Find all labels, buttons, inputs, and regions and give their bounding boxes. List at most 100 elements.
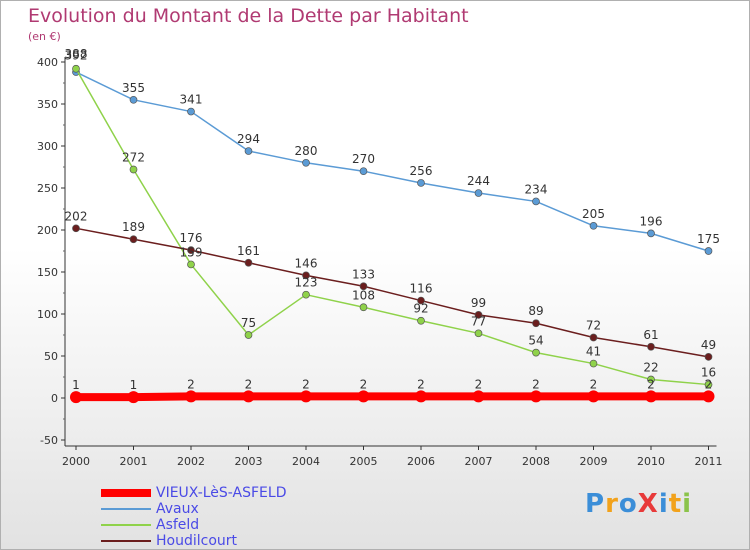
data-point [589, 333, 598, 342]
series-line-0 [76, 392, 709, 402]
data-point [532, 319, 540, 328]
data-point [129, 165, 138, 174]
data-point [302, 158, 310, 167]
x-tick-label: 2007 [465, 455, 493, 468]
x-tick-label: 2009 [580, 455, 608, 468]
data-label: 280 [295, 144, 318, 158]
data-label: 49 [701, 338, 716, 352]
legend-swatch [101, 489, 151, 497]
data-point [127, 391, 140, 404]
data-point [704, 380, 713, 389]
series-line-1 [75, 71, 709, 252]
data-label: 89 [528, 304, 543, 318]
x-tick-label: 2002 [177, 455, 205, 468]
y-tick-label: 300 [37, 140, 58, 153]
data-point [530, 390, 542, 403]
data-point [647, 229, 655, 238]
data-label: 146 [295, 256, 318, 270]
data-point [359, 167, 368, 176]
data-label: 176 [180, 231, 203, 245]
data-label: 2 [417, 377, 425, 391]
data-point [415, 390, 427, 403]
data-point [645, 390, 657, 403]
data-label: 2 [475, 377, 483, 391]
proxiti-logo: ProXiti [585, 489, 693, 519]
data-label: 123 [295, 276, 318, 290]
data-label: 1 [72, 378, 80, 392]
data-point [704, 352, 713, 361]
data-label: 202 [65, 209, 88, 223]
data-point [242, 390, 255, 403]
data-label: 244 [467, 174, 490, 188]
x-tick-label: 2003 [235, 455, 263, 468]
data-point [704, 247, 713, 255]
x-tick-label: 2005 [350, 455, 378, 468]
legend-label: VIEUX-LèS-ASFELD [156, 485, 287, 501]
legend-label: Avaux [156, 501, 199, 517]
data-point [302, 290, 310, 299]
y-tick-label: 350 [37, 98, 58, 111]
data-point [185, 390, 197, 403]
data-label: 133 [352, 267, 375, 281]
data-label: 234 [525, 182, 548, 196]
data-label: 196 [640, 214, 663, 228]
data-label: 272 [122, 151, 145, 165]
data-point [129, 235, 138, 244]
data-label: 2 [532, 377, 540, 391]
x-tick-label: 2010 [637, 455, 665, 468]
data-label: 2 [187, 377, 195, 391]
data-label: 2 [245, 377, 253, 391]
data-point [129, 95, 138, 104]
y-tick-label: 400 [37, 56, 58, 69]
data-label: 388 [65, 47, 88, 61]
data-label: 175 [697, 232, 720, 246]
y-tick-label: -50 [40, 434, 58, 447]
series-line-2 [75, 68, 709, 386]
data-point [357, 390, 370, 403]
legend-label: Asfeld [156, 517, 200, 533]
data-point [70, 391, 82, 404]
data-point [72, 64, 80, 73]
data-point [474, 310, 483, 319]
x-tick-label: 2011 [695, 455, 723, 468]
data-point [417, 316, 425, 325]
data-label: 2 [705, 377, 713, 391]
data-label: 270 [352, 152, 375, 166]
data-label: 2 [302, 377, 310, 391]
data-point [474, 189, 483, 197]
data-label: 54 [528, 334, 543, 348]
data-label: 16 [701, 366, 716, 380]
series-line-3 [75, 227, 709, 358]
data-label: 2 [590, 377, 598, 391]
unit-label: (en €) [28, 30, 61, 43]
data-label: 41 [586, 345, 601, 359]
data-point [244, 331, 253, 339]
data-point [72, 224, 80, 233]
data-point [244, 147, 253, 155]
y-tick-label: 50 [44, 350, 58, 363]
data-point [359, 282, 368, 291]
y-tick-label: 0 [51, 392, 58, 405]
data-point [417, 296, 425, 305]
data-point [474, 329, 483, 338]
legend-label: Houdilcourt [156, 533, 238, 549]
data-point [187, 107, 195, 116]
x-tick-label: 2004 [292, 455, 320, 468]
y-tick-label: 250 [37, 182, 58, 195]
data-label: 116 [410, 282, 433, 296]
data-label: 108 [352, 288, 375, 302]
data-label: 355 [122, 81, 145, 95]
data-point [532, 197, 540, 206]
data-point [417, 179, 425, 187]
data-point [472, 390, 485, 403]
x-tick-label: 2000 [62, 455, 90, 468]
data-point [587, 390, 600, 403]
data-label: 77 [471, 314, 486, 328]
data-point [532, 348, 540, 357]
data-label: 61 [643, 328, 658, 342]
data-point [359, 303, 368, 312]
data-label: 72 [586, 319, 601, 333]
data-point [589, 359, 598, 368]
x-tick-label: 2001 [120, 455, 148, 468]
